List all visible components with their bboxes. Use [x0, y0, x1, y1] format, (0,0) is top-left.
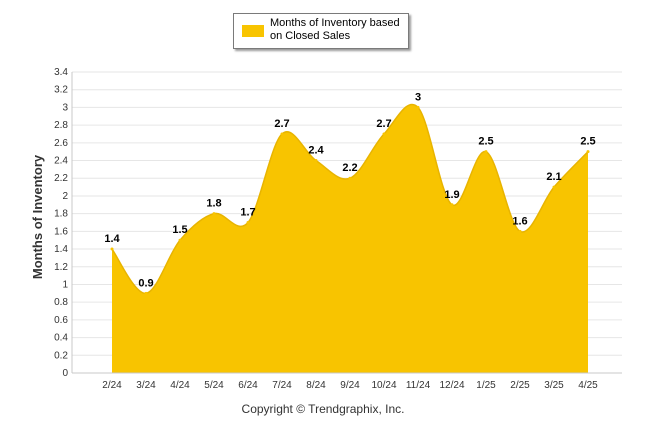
area-fill — [112, 104, 588, 373]
legend-label-line1: Months of Inventory based — [270, 17, 400, 29]
y-tick-label: 0 — [62, 368, 68, 379]
data-point — [178, 238, 182, 242]
x-tick-label: 4/24 — [170, 380, 190, 391]
y-axis: 0 0.2 0.4 0.6 0.8 1 1.2 1.4 1.6 1.8 2 2.2 2.4 2.6 2.8 3… — [54, 67, 73, 379]
y-tick-label: 2 — [62, 191, 68, 202]
data-point — [314, 159, 318, 163]
y-tick-label: 0.4 — [54, 333, 68, 344]
y-tick-label: 3 — [62, 102, 68, 113]
data-label: 1.4 — [104, 233, 120, 245]
y-tick-label: 3.2 — [54, 85, 68, 96]
y-tick-label: 1.8 — [54, 209, 68, 220]
data-label: 2.7 — [274, 118, 289, 130]
x-tick-label: 5/24 — [204, 380, 224, 391]
x-tick-label: 1/25 — [476, 380, 496, 391]
y-tick-label: 1.4 — [54, 244, 68, 255]
data-label: 2.5 — [478, 136, 493, 148]
legend-swatch — [242, 25, 264, 37]
x-tick-label: 8/24 — [306, 380, 326, 391]
data-point — [246, 221, 250, 224]
y-tick-label: 1 — [62, 279, 68, 290]
data-point — [212, 212, 216, 216]
data-label: 2.4 — [308, 145, 324, 157]
y-tick-label: 0.2 — [54, 350, 68, 361]
data-label: 3 — [415, 91, 421, 103]
data-point — [586, 150, 590, 154]
legend: Months of Inventory based on Closed Sale… — [233, 13, 409, 49]
data-label: 1.8 — [206, 198, 221, 210]
data-label: 2.2 — [342, 162, 357, 174]
copyright-text: Copyright © Trendgraphix, Inc. — [241, 402, 405, 416]
data-point — [110, 247, 114, 251]
data-label: 0.9 — [138, 277, 153, 289]
data-point — [552, 185, 556, 189]
x-tick-label: 10/24 — [371, 380, 396, 391]
x-tick-label: 4/25 — [578, 380, 598, 391]
x-tick-label: 11/24 — [406, 380, 431, 391]
y-axis-title: Months of Inventory — [30, 154, 45, 279]
y-tick-label: 2.8 — [54, 120, 68, 131]
y-tick-label: 0.8 — [54, 297, 68, 308]
x-tick-label: 3/24 — [136, 380, 156, 391]
data-point — [450, 203, 454, 207]
y-tick-label: 1.6 — [54, 226, 68, 237]
data-point — [348, 176, 352, 180]
y-tick-label: 1.2 — [54, 262, 68, 273]
x-tick-label: 2/25 — [510, 380, 530, 391]
x-tick-label: 6/24 — [238, 380, 258, 391]
data-point — [484, 150, 488, 154]
y-tick-label: 2.4 — [54, 156, 68, 167]
data-label: 1.7 — [240, 207, 255, 219]
data-label: 2.1 — [546, 171, 561, 183]
data-label: 1.5 — [172, 224, 187, 236]
data-point — [382, 132, 386, 136]
data-label: 1.6 — [512, 215, 527, 227]
x-tick-label: 7/24 — [272, 380, 292, 391]
x-tick-label: 2/24 — [102, 380, 122, 391]
x-tick-label: 3/25 — [544, 380, 564, 391]
x-tick-label: 9/24 — [340, 380, 360, 391]
x-tick-label: 12/24 — [439, 380, 464, 391]
data-label: 2.5 — [580, 136, 595, 148]
y-tick-label: 0.6 — [54, 315, 68, 326]
data-point — [416, 105, 420, 109]
data-point — [280, 132, 284, 136]
data-labels: 1.4 0.9 1.5 1.8 1.7 2.7 2.4 2.2 2.7 3 1.9 2.5 1.6 2.1… — [104, 91, 595, 289]
y-tick-label: 3.4 — [54, 67, 68, 78]
y-tick-label: 2.6 — [54, 138, 68, 149]
x-axis: 2/24 3/24 4/24 5/24 6/24 7/24 8/24 9/24 10/24 11/… — [72, 372, 622, 391]
area-series — [110, 103, 590, 373]
data-point — [144, 291, 148, 295]
series-line — [111, 103, 589, 295]
data-point — [518, 229, 522, 233]
legend-label: Months of Inventory based on Closed Sale… — [270, 17, 408, 43]
data-label: 2.7 — [376, 118, 391, 130]
data-label: 1.9 — [444, 189, 459, 201]
legend-label-line2: on Closed Sales — [270, 30, 351, 42]
y-tick-label: 2.2 — [54, 173, 68, 184]
